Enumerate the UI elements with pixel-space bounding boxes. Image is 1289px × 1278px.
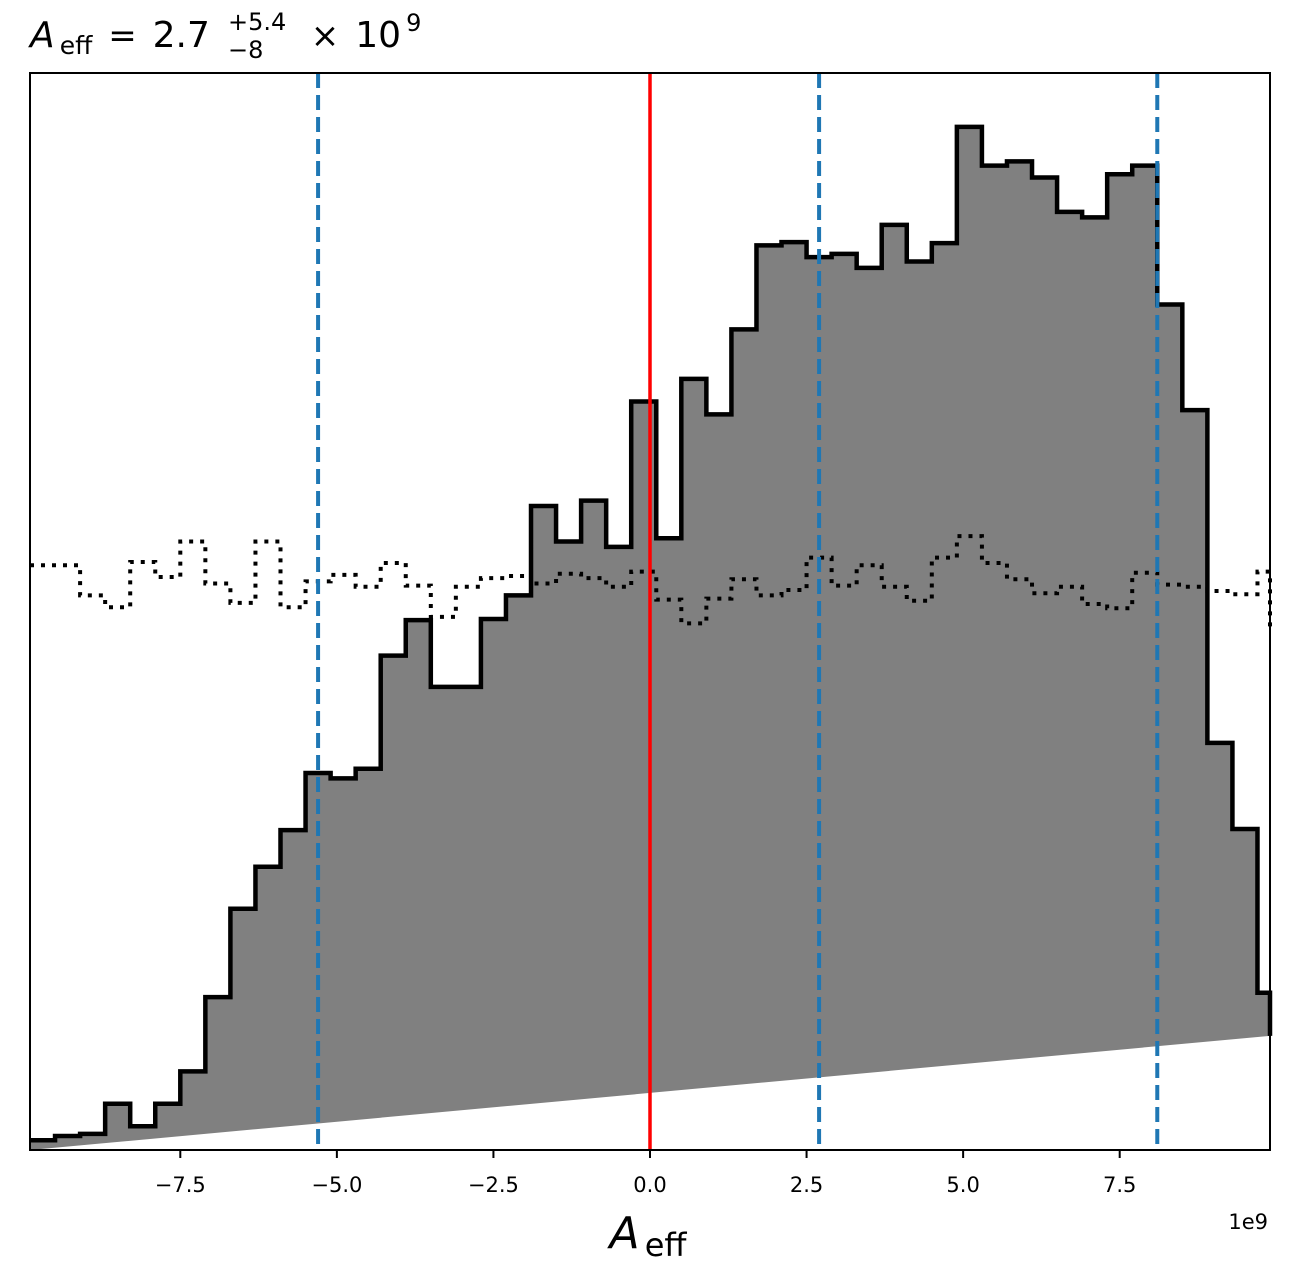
x-tick-label: 5.0 <box>946 1173 979 1197</box>
x-axis-label: A eff <box>607 1208 688 1264</box>
xlabel-symbol: A <box>607 1208 640 1259</box>
x-axis-offset-text: 1e9 <box>1228 1210 1268 1234</box>
title-subscript: eff <box>60 31 93 60</box>
title-symbol: A <box>28 15 55 56</box>
title-base: 10 <box>355 15 401 56</box>
title-multiplier: × 10 9 <box>300 9 421 56</box>
x-axis-ticks: −7.5 −5.0 −2.5 0.0 2.5 5.0 7.5 <box>155 1150 1136 1197</box>
title-upper-error: +5.4 <box>228 8 286 36</box>
chart-title: A eff = 2.7 <box>28 15 210 60</box>
x-tick-label: 7.5 <box>1103 1173 1136 1197</box>
reference-lines <box>316 73 1160 1150</box>
prior-histogram-outline <box>30 534 1272 634</box>
x-tick-label: 2.5 <box>790 1173 823 1197</box>
title-lower-error: −8 <box>228 36 263 64</box>
x-tick-label: 0.0 <box>633 1173 666 1197</box>
plot-area <box>30 73 1273 1151</box>
title-equals: = <box>97 16 147 56</box>
title-median: 2.7 <box>153 15 210 56</box>
title-exponent: 9 <box>406 9 421 37</box>
xlabel-subscript: eff <box>645 1226 688 1264</box>
title-times: × <box>300 16 350 56</box>
x-tick-label: −5.0 <box>311 1173 362 1197</box>
posterior-histogram-outline <box>30 124 1273 1143</box>
x-tick-label: −2.5 <box>468 1173 519 1197</box>
x-tick-label: −7.5 <box>155 1173 206 1197</box>
